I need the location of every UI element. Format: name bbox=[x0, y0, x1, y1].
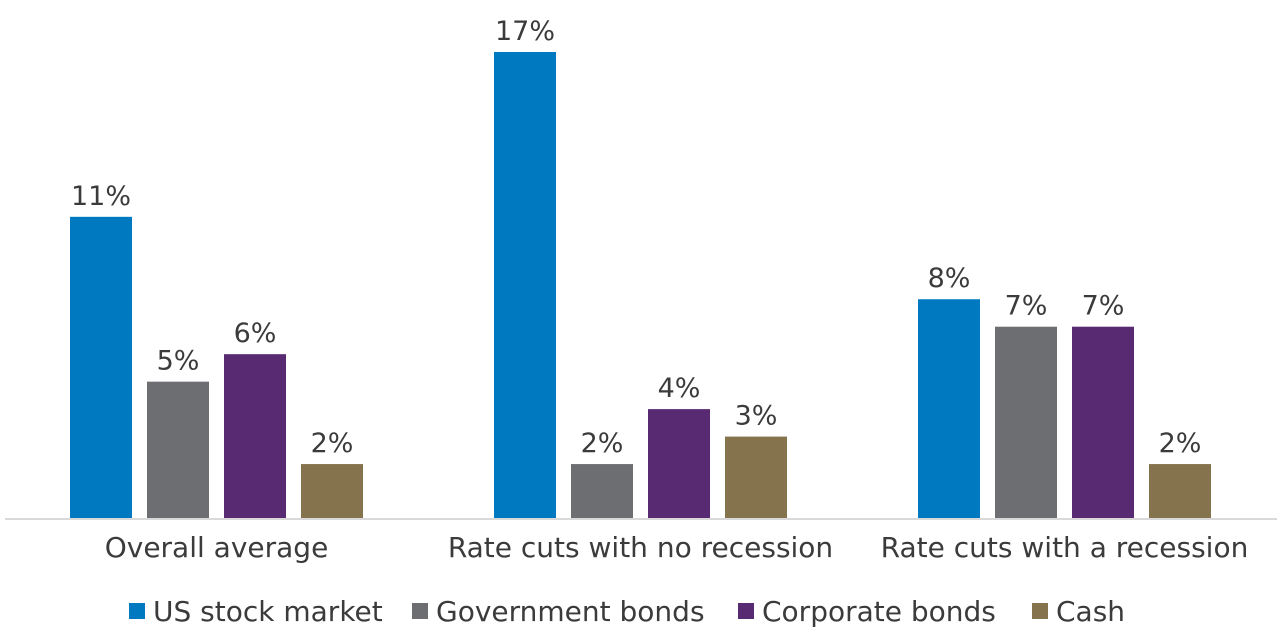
data-label: 11% bbox=[71, 181, 131, 212]
legend-label: Government bonds bbox=[436, 595, 705, 628]
category-label: Overall average bbox=[105, 531, 329, 564]
bar bbox=[571, 464, 633, 519]
legend-swatch bbox=[412, 603, 428, 619]
bar bbox=[147, 381, 209, 519]
bar bbox=[301, 464, 363, 519]
legend-swatch bbox=[129, 603, 145, 619]
legend-swatch bbox=[1032, 603, 1048, 619]
data-label: 2% bbox=[311, 428, 354, 459]
bar bbox=[224, 354, 286, 519]
data-label: 8% bbox=[928, 263, 971, 294]
category-label: Rate cuts with a recession bbox=[881, 531, 1249, 564]
legend-swatch bbox=[738, 603, 754, 619]
bar bbox=[1149, 464, 1211, 519]
data-label: 7% bbox=[1082, 291, 1125, 322]
data-label: 2% bbox=[581, 428, 624, 459]
bar bbox=[494, 52, 556, 519]
data-label: 2% bbox=[1159, 428, 1202, 459]
bar bbox=[995, 326, 1057, 519]
bar bbox=[1072, 326, 1134, 519]
data-label: 3% bbox=[735, 401, 778, 432]
data-label: 17% bbox=[495, 16, 555, 47]
bar bbox=[648, 409, 710, 519]
data-label: 7% bbox=[1005, 291, 1048, 322]
bar bbox=[70, 216, 132, 519]
legend-label: US stock market bbox=[153, 595, 383, 628]
legend-label: Cash bbox=[1056, 595, 1125, 628]
data-label: 5% bbox=[157, 346, 200, 377]
bar bbox=[918, 299, 980, 519]
legend-label: Corporate bonds bbox=[762, 595, 996, 628]
data-label: 6% bbox=[234, 318, 277, 349]
bar bbox=[725, 436, 787, 519]
data-label: 4% bbox=[658, 373, 701, 404]
category-label: Rate cuts with no recession bbox=[448, 531, 833, 564]
